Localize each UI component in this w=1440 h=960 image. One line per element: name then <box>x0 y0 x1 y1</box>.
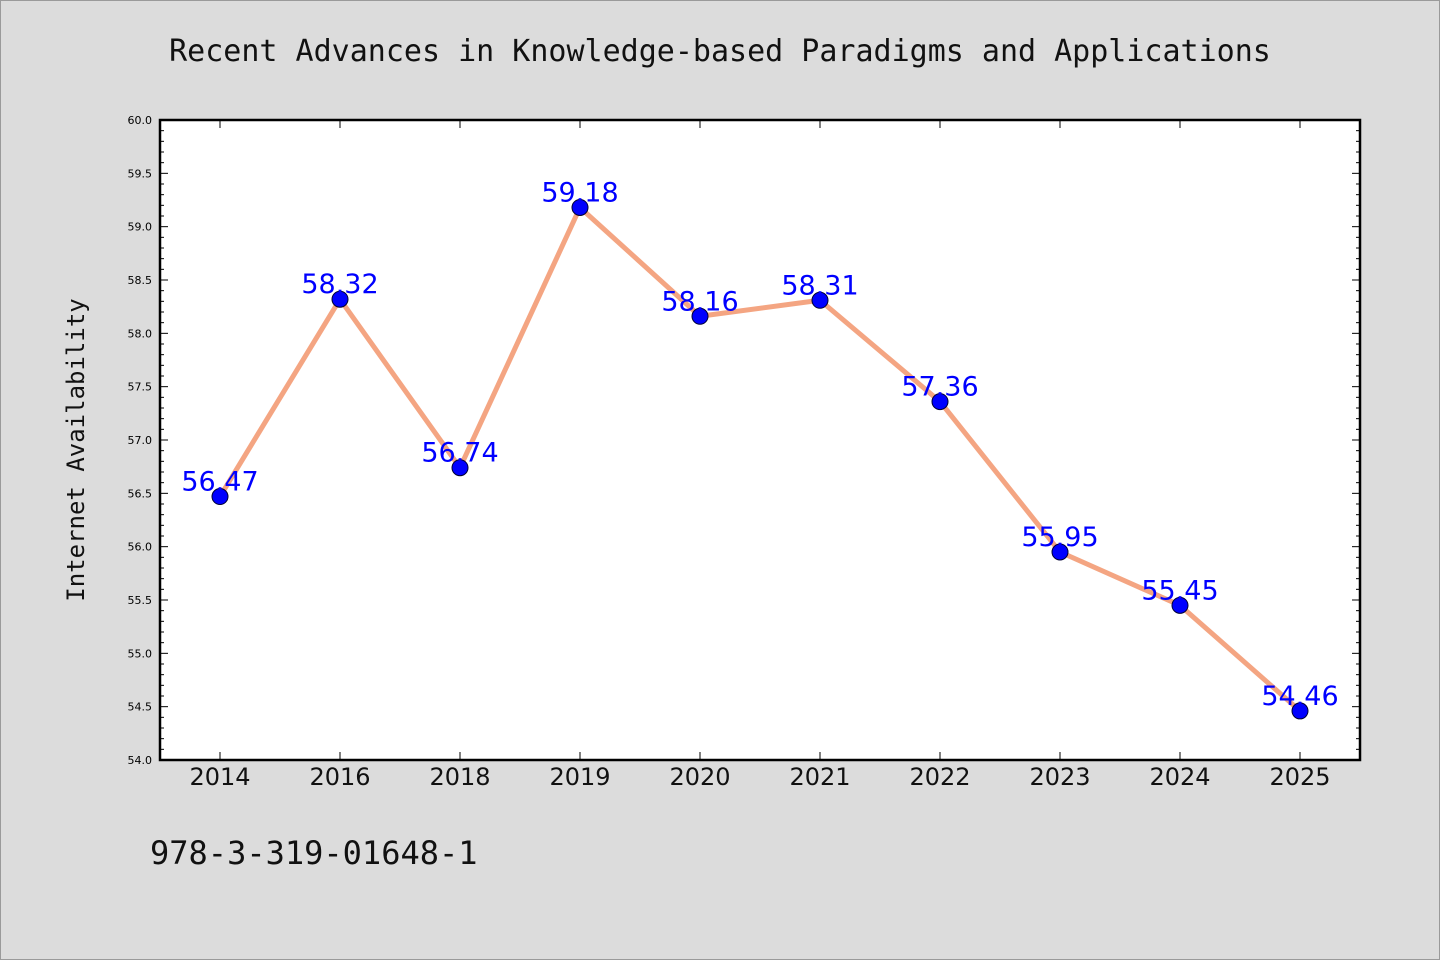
data-label: 55.45 <box>1141 575 1218 606</box>
data-point <box>1051 543 1069 561</box>
data-point <box>1291 702 1309 720</box>
data-label: 54.46 <box>1261 681 1338 712</box>
data-label: 57.36 <box>901 372 978 403</box>
y-tick-label: 59.0 <box>128 221 153 234</box>
x-tick-label: 2014 <box>189 763 250 791</box>
data-label: 59.18 <box>541 177 618 208</box>
y-tick-label: 56.5 <box>128 487 153 500</box>
y-tick-label: 55.5 <box>128 594 153 607</box>
plot-border <box>158 118 1362 762</box>
series-line <box>217 204 1302 713</box>
data-point <box>211 488 229 506</box>
x-tick-label: 2016 <box>309 763 370 791</box>
x-tick-label: 2022 <box>909 763 970 791</box>
series-markers <box>211 198 1309 720</box>
y-tick-label: 58.5 <box>128 274 153 287</box>
data-label: 58.16 <box>661 286 738 317</box>
data-label: 56.47 <box>181 467 258 498</box>
data-point <box>571 198 589 216</box>
y-tick-label: 59.5 <box>128 167 153 180</box>
isbn-text: 978-3-319-01648-1 <box>150 834 478 872</box>
x-tick-label: 2025 <box>1269 763 1330 791</box>
data-label: 55.95 <box>1021 522 1098 553</box>
x-tick-label: 2021 <box>789 763 850 791</box>
data-point <box>331 290 349 308</box>
x-tick-label: 2024 <box>1149 763 1210 791</box>
y-tick-label: 55.0 <box>128 647 153 660</box>
y-tick-label: 57.0 <box>128 434 153 447</box>
y-tick-label: 60.0 <box>128 114 153 127</box>
data-labels: 56.47 58.32 56.74 59.18 58.16 58.31 57.36 55.95… <box>181 177 1338 711</box>
y-tick-label: 56.0 <box>128 541 153 554</box>
y-axis: 54.0 54.5 55.0 55.5 56.0 56.5 57.0 57.5 58.0 58.5… <box>128 114 1360 767</box>
series-polyline <box>217 204 1302 713</box>
y-tick-label: 54.5 <box>128 701 153 714</box>
data-label: 58.31 <box>781 270 858 301</box>
y-tick-label: 58.0 <box>128 327 153 340</box>
y-tick-label: 57.5 <box>128 381 153 394</box>
data-point <box>691 307 709 325</box>
x-tick-label: 2020 <box>669 763 730 791</box>
plot-area <box>160 120 1360 760</box>
data-point <box>1171 596 1189 614</box>
data-label: 58.32 <box>301 269 378 300</box>
chart-title: Recent Advances in Knowledge-based Parad… <box>169 34 1271 69</box>
data-point <box>931 393 949 411</box>
data-point <box>451 459 469 477</box>
x-tick-label: 2018 <box>429 763 490 791</box>
data-label: 56.74 <box>421 438 498 469</box>
x-tick-label: 2019 <box>549 763 610 791</box>
x-axis: 2014 2016 2018 2019 2020 2021 2022 2023 2024 2025 <box>189 120 1331 791</box>
y-axis-label: Internet Availability <box>62 298 90 601</box>
y-tick-label: 54.0 <box>128 754 153 767</box>
x-tick-label: 2023 <box>1029 763 1090 791</box>
data-point <box>811 291 829 309</box>
